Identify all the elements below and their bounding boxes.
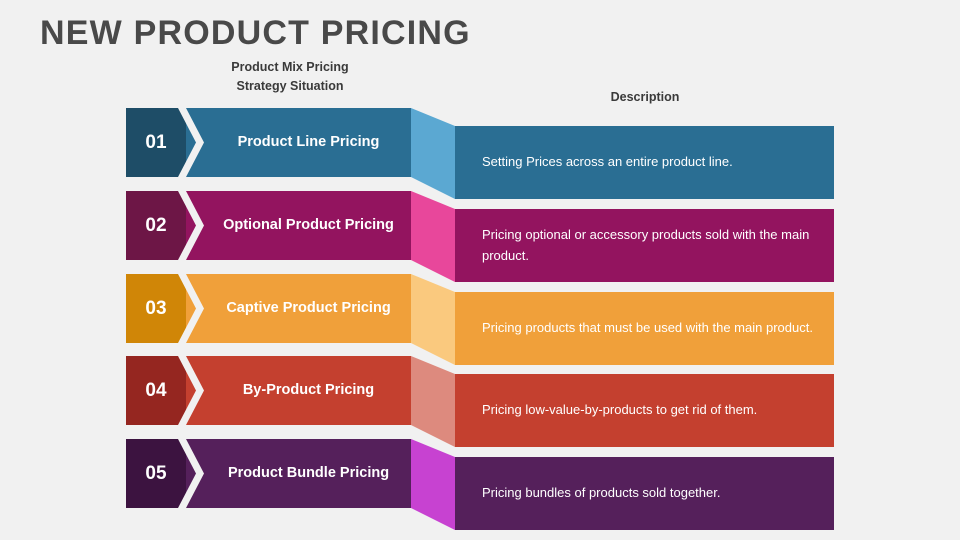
row-description-block[interactable]: Pricing optional or accessory products s… bbox=[455, 209, 834, 282]
row-title-block: Product Line Pricing bbox=[186, 108, 411, 177]
column-header-strategy: Product Mix Pricing Strategy Situation bbox=[180, 58, 400, 97]
row-connector-shape bbox=[411, 356, 455, 447]
row-description-text: Pricing bundles of products sold togethe… bbox=[482, 485, 721, 501]
row-connector-shape bbox=[411, 439, 455, 530]
row-title-block: By-Product Pricing bbox=[186, 356, 411, 425]
row-title-text: By-Product Pricing bbox=[242, 381, 375, 398]
row-description-block[interactable]: Pricing low-value-by-products to get rid… bbox=[455, 374, 834, 447]
row-number-block: 01 bbox=[126, 108, 186, 177]
row-number-text: 01 bbox=[145, 131, 167, 153]
row-description-text: Pricing optional or accessory products s… bbox=[482, 227, 810, 263]
row-number-text: 05 bbox=[145, 462, 167, 484]
row-number-text: 04 bbox=[145, 379, 167, 401]
row-connector-shape bbox=[411, 274, 455, 365]
row-title-text: Optional Product Pricing bbox=[223, 216, 394, 233]
row-connector-shape bbox=[411, 191, 455, 282]
row-title-block: Product Bundle Pricing bbox=[186, 439, 411, 508]
row-left-bar[interactable]: 03 Captive Product Pricing bbox=[126, 274, 411, 343]
row-number-text: 03 bbox=[145, 297, 167, 319]
row-title-text: Product Line Pricing bbox=[237, 133, 380, 150]
row-description-text: Pricing low-value-by-products to get rid… bbox=[482, 402, 758, 418]
row-number-block: 04 bbox=[126, 356, 186, 425]
row-number-block: 02 bbox=[126, 191, 186, 260]
row-left-bar[interactable]: 01 Product Line Pricing bbox=[126, 108, 411, 177]
row-number-text: 02 bbox=[145, 214, 167, 236]
row-description-text: Pricing products that must be used with … bbox=[482, 320, 813, 336]
row-left-bar[interactable]: 02 Optional Product Pricing bbox=[126, 191, 411, 260]
row-description-block[interactable]: Pricing products that must be used with … bbox=[455, 292, 834, 365]
row-description-text: Setting Prices across an entire product … bbox=[482, 154, 733, 170]
column-header-description: Description bbox=[610, 90, 680, 104]
row-title-block: Optional Product Pricing bbox=[186, 191, 411, 260]
row-left-bar[interactable]: 05 Product Bundle Pricing bbox=[126, 439, 411, 508]
row-title-text: Captive Product Pricing bbox=[226, 299, 391, 316]
row-number-block: 05 bbox=[126, 439, 186, 508]
column-header-strategy-line2: Strategy Situation bbox=[236, 79, 344, 94]
column-header-strategy-line1: Product Mix Pricing bbox=[231, 60, 349, 74]
row-description-block[interactable]: Setting Prices across an entire product … bbox=[455, 126, 834, 199]
row-description-block[interactable]: Pricing bundles of products sold togethe… bbox=[455, 457, 834, 530]
row-connector-shape bbox=[411, 108, 455, 199]
row-title-block: Captive Product Pricing bbox=[186, 274, 411, 343]
row-title-text: Product Bundle Pricing bbox=[227, 464, 390, 481]
page-title: NEW PRODUCT PRICING bbox=[40, 14, 471, 52]
row-left-bar[interactable]: 04 By-Product Pricing bbox=[126, 356, 411, 425]
row-number-block: 03 bbox=[126, 274, 186, 343]
